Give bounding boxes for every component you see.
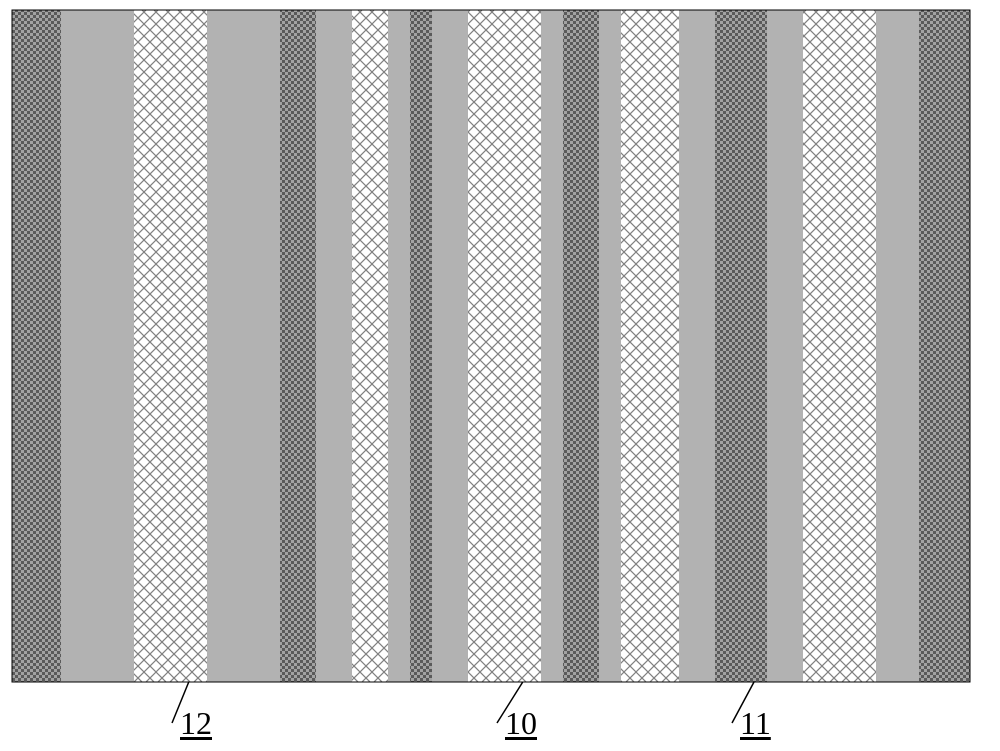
bar-10 xyxy=(468,10,541,682)
bar-17 xyxy=(767,10,803,682)
bar-12 xyxy=(563,10,599,682)
bar-20 xyxy=(919,10,970,682)
bar-13 xyxy=(599,10,621,682)
bar-1 xyxy=(61,10,134,682)
diagram-svg xyxy=(0,0,1000,751)
bar-7 xyxy=(388,10,410,682)
bar-16 xyxy=(715,10,767,682)
bar-2 xyxy=(134,10,207,682)
bar-14 xyxy=(621,10,679,682)
callout-label-12: 12 xyxy=(180,705,212,742)
bar-19 xyxy=(876,10,919,682)
bar-11 xyxy=(541,10,563,682)
callout-label-11: 11 xyxy=(740,705,771,742)
bar-18 xyxy=(803,10,876,682)
callout-label-10: 10 xyxy=(505,705,537,742)
bar-9 xyxy=(432,10,468,682)
diagram-canvas: 12 10 11 xyxy=(0,0,1000,751)
bar-3 xyxy=(207,10,280,682)
bar-0 xyxy=(12,10,61,682)
bar-8 xyxy=(410,10,432,682)
bar-15 xyxy=(679,10,715,682)
bar-4 xyxy=(280,10,316,682)
bar-5 xyxy=(316,10,352,682)
bar-6 xyxy=(352,10,388,682)
